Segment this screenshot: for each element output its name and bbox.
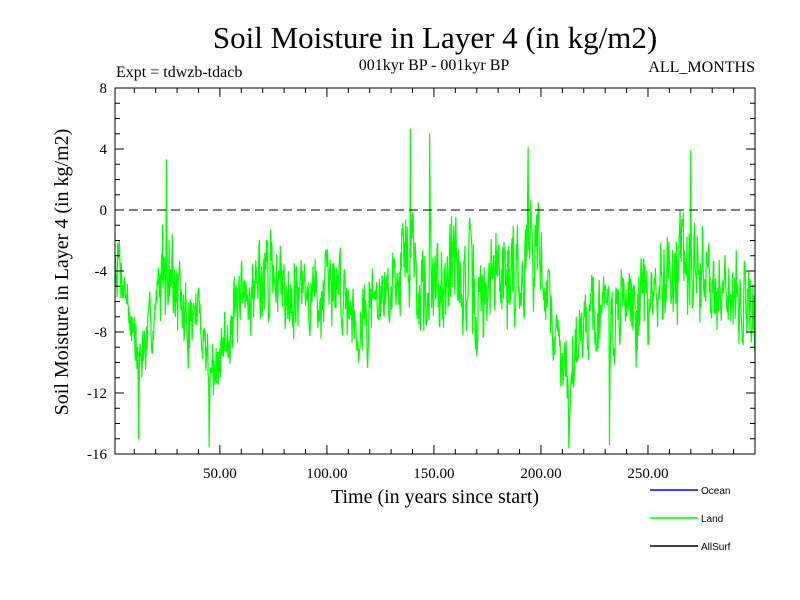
legend-label-land: Land (701, 514, 723, 525)
legend-label-allsurf: AllSurf (701, 542, 731, 553)
experiment-label: Expt = tdwzb-tdacb (116, 64, 242, 81)
series-line-land (114, 128, 756, 449)
chart-title: Soil Moisture in Layer 4 (in kg/m2) (213, 20, 657, 55)
y-tick-label: -8 (95, 325, 108, 341)
legend-label-ocean: Ocean (701, 486, 730, 497)
legend: Ocean Land AllSurf (650, 486, 731, 553)
x-tick-labels: 50.00 100.00 150.00 200.00 250.00 (203, 466, 669, 482)
months-label: ALL_MONTHS (648, 59, 755, 76)
axis-ticks (115, 88, 755, 454)
x-tick-label: 50.00 (203, 466, 237, 482)
chart-subtitle: 001kyr BP - 001kyr BP (359, 57, 510, 74)
y-tick-labels: 8 4 0 -4 -8 -12 -16 (87, 81, 108, 463)
x-tick-label: 250.00 (627, 466, 668, 482)
x-tick-label: 100.00 (306, 466, 347, 482)
plot-data (114, 128, 756, 449)
plot-frame (114, 87, 756, 455)
y-tick-label: -16 (87, 447, 107, 463)
y-tick-label: -12 (87, 386, 107, 402)
x-tick-label: 200.00 (520, 466, 561, 482)
y-axis-label: Soil Moisture in Layer 4 (in kg/m2) (51, 129, 73, 416)
x-axis-label: Time (in years since start) (331, 486, 539, 508)
x-tick-label: 150.00 (413, 466, 454, 482)
y-tick-label: 8 (100, 81, 108, 97)
y-tick-label: -4 (95, 264, 108, 280)
y-tick-label: 4 (100, 142, 108, 158)
y-tick-label: 0 (100, 203, 108, 219)
